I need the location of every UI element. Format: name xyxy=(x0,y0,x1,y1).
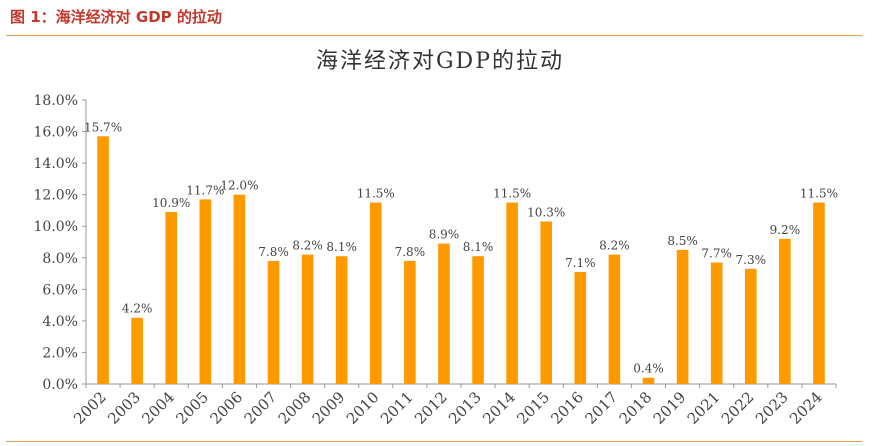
data-label: 11.5% xyxy=(357,187,395,201)
y-tick-label: 16.0% xyxy=(34,125,78,141)
y-tick-label: 6.0% xyxy=(42,282,78,298)
bar xyxy=(642,377,655,384)
x-tick-label: 2013 xyxy=(445,388,485,428)
y-tick-label: 2.0% xyxy=(42,345,78,361)
bar xyxy=(404,260,416,384)
bar xyxy=(301,254,314,384)
data-label: 8.5% xyxy=(667,234,698,248)
data-label: 7.3% xyxy=(736,253,767,267)
x-tick-label: 2009 xyxy=(309,388,349,428)
bar xyxy=(335,256,348,384)
bar xyxy=(574,271,587,384)
x-tick-label: 2008 xyxy=(275,388,315,428)
bar xyxy=(199,199,212,384)
bar xyxy=(608,254,621,384)
bar-chart: 海洋经济对GDP的拉动 0.0% 2.0% 4.0% 6.0% 8.0% 10.0% 12.… xyxy=(34,49,839,428)
data-label: 15.7% xyxy=(84,120,122,134)
y-tick-label: 4.0% xyxy=(42,314,78,330)
data-label: 8.2% xyxy=(292,239,323,253)
data-label: 0.4% xyxy=(633,362,664,376)
bar xyxy=(506,202,518,384)
bar xyxy=(540,221,553,384)
data-label: 7.1% xyxy=(565,256,596,270)
data-label: 11.5% xyxy=(800,187,838,201)
x-tick-label: 2004 xyxy=(138,388,178,428)
data-label: 4.2% xyxy=(122,302,153,316)
caption-divider xyxy=(6,35,862,36)
y-tick-label: 0.0% xyxy=(42,377,78,393)
bar xyxy=(744,268,757,384)
x-tick-label: 2010 xyxy=(343,388,383,428)
x-tick-label: 2012 xyxy=(411,388,451,428)
figure-caption: 图 1：海洋经济对 GDP 的拉动 xyxy=(10,8,222,26)
y-tick-label: 18.0% xyxy=(34,93,78,109)
x-tick-label: 2019 xyxy=(650,388,690,428)
bar xyxy=(710,262,723,384)
bars-group xyxy=(97,136,825,384)
x-tick-label: 2018 xyxy=(616,388,656,428)
chart-container: 海洋经济对GDP的拉动 0.0% 2.0% 4.0% 6.0% 8.0% 10.0% 12.… xyxy=(0,38,880,442)
data-label: 7.8% xyxy=(258,245,289,259)
footer-divider xyxy=(6,441,862,442)
x-tick-label: 2022 xyxy=(718,388,758,428)
data-label: 7.7% xyxy=(701,247,732,261)
x-tick-label: 2024 xyxy=(786,388,826,428)
data-label: 12.0% xyxy=(220,179,258,193)
y-tick-label: 12.0% xyxy=(34,188,78,204)
data-label: 8.2% xyxy=(599,239,630,253)
data-label: 8.1% xyxy=(463,240,494,254)
x-tick-label: 2017 xyxy=(582,388,622,428)
data-label: 8.1% xyxy=(326,240,357,254)
bar xyxy=(438,243,450,384)
data-label: 9.2% xyxy=(770,223,801,237)
x-tick-label: 2003 xyxy=(104,388,144,428)
data-label: 10.9% xyxy=(152,196,190,210)
x-tick-label: 2006 xyxy=(207,388,247,428)
bar xyxy=(97,136,109,384)
bar xyxy=(369,202,382,384)
y-tick-label: 14.0% xyxy=(34,156,78,172)
y-axis: 0.0% 2.0% 4.0% 6.0% 8.0% 10.0% 12.0% 14.0% 16.0%… xyxy=(34,93,87,393)
bar xyxy=(131,317,143,384)
x-tick-label: 2011 xyxy=(377,388,417,428)
bar xyxy=(779,238,791,384)
y-tick-label: 8.0% xyxy=(42,251,78,267)
data-label: 11.5% xyxy=(493,187,531,201)
x-tick-label: 2016 xyxy=(547,388,587,428)
x-tick-label: 2007 xyxy=(241,388,281,428)
y-tick-label: 10.0% xyxy=(34,219,78,235)
x-tick-label: 2023 xyxy=(752,388,792,428)
chart-title: 海洋经济对GDP的拉动 xyxy=(316,49,564,74)
x-tick-label: 2021 xyxy=(684,388,724,428)
data-labels-group: 15.7%4.2%10.9%11.7%12.0%7.8% 8.2% 8.1%11.5… xyxy=(84,120,838,375)
x-tick-label: 2015 xyxy=(513,388,553,428)
bar xyxy=(676,249,689,384)
x-tick-label: 2014 xyxy=(479,388,519,428)
data-label: 8.9% xyxy=(429,228,460,242)
data-label: 11.7% xyxy=(186,183,224,197)
bar xyxy=(472,256,484,384)
x-tick-label: 2002 xyxy=(70,388,110,428)
data-label: 10.3% xyxy=(527,205,565,219)
bar xyxy=(813,202,825,384)
bar xyxy=(165,212,178,384)
x-axis: 2002200320042005200620072008200920102011… xyxy=(70,383,837,428)
bar xyxy=(267,260,280,384)
data-label: 7.8% xyxy=(395,245,426,259)
bar xyxy=(233,194,246,384)
x-tick-label: 2005 xyxy=(172,388,212,428)
